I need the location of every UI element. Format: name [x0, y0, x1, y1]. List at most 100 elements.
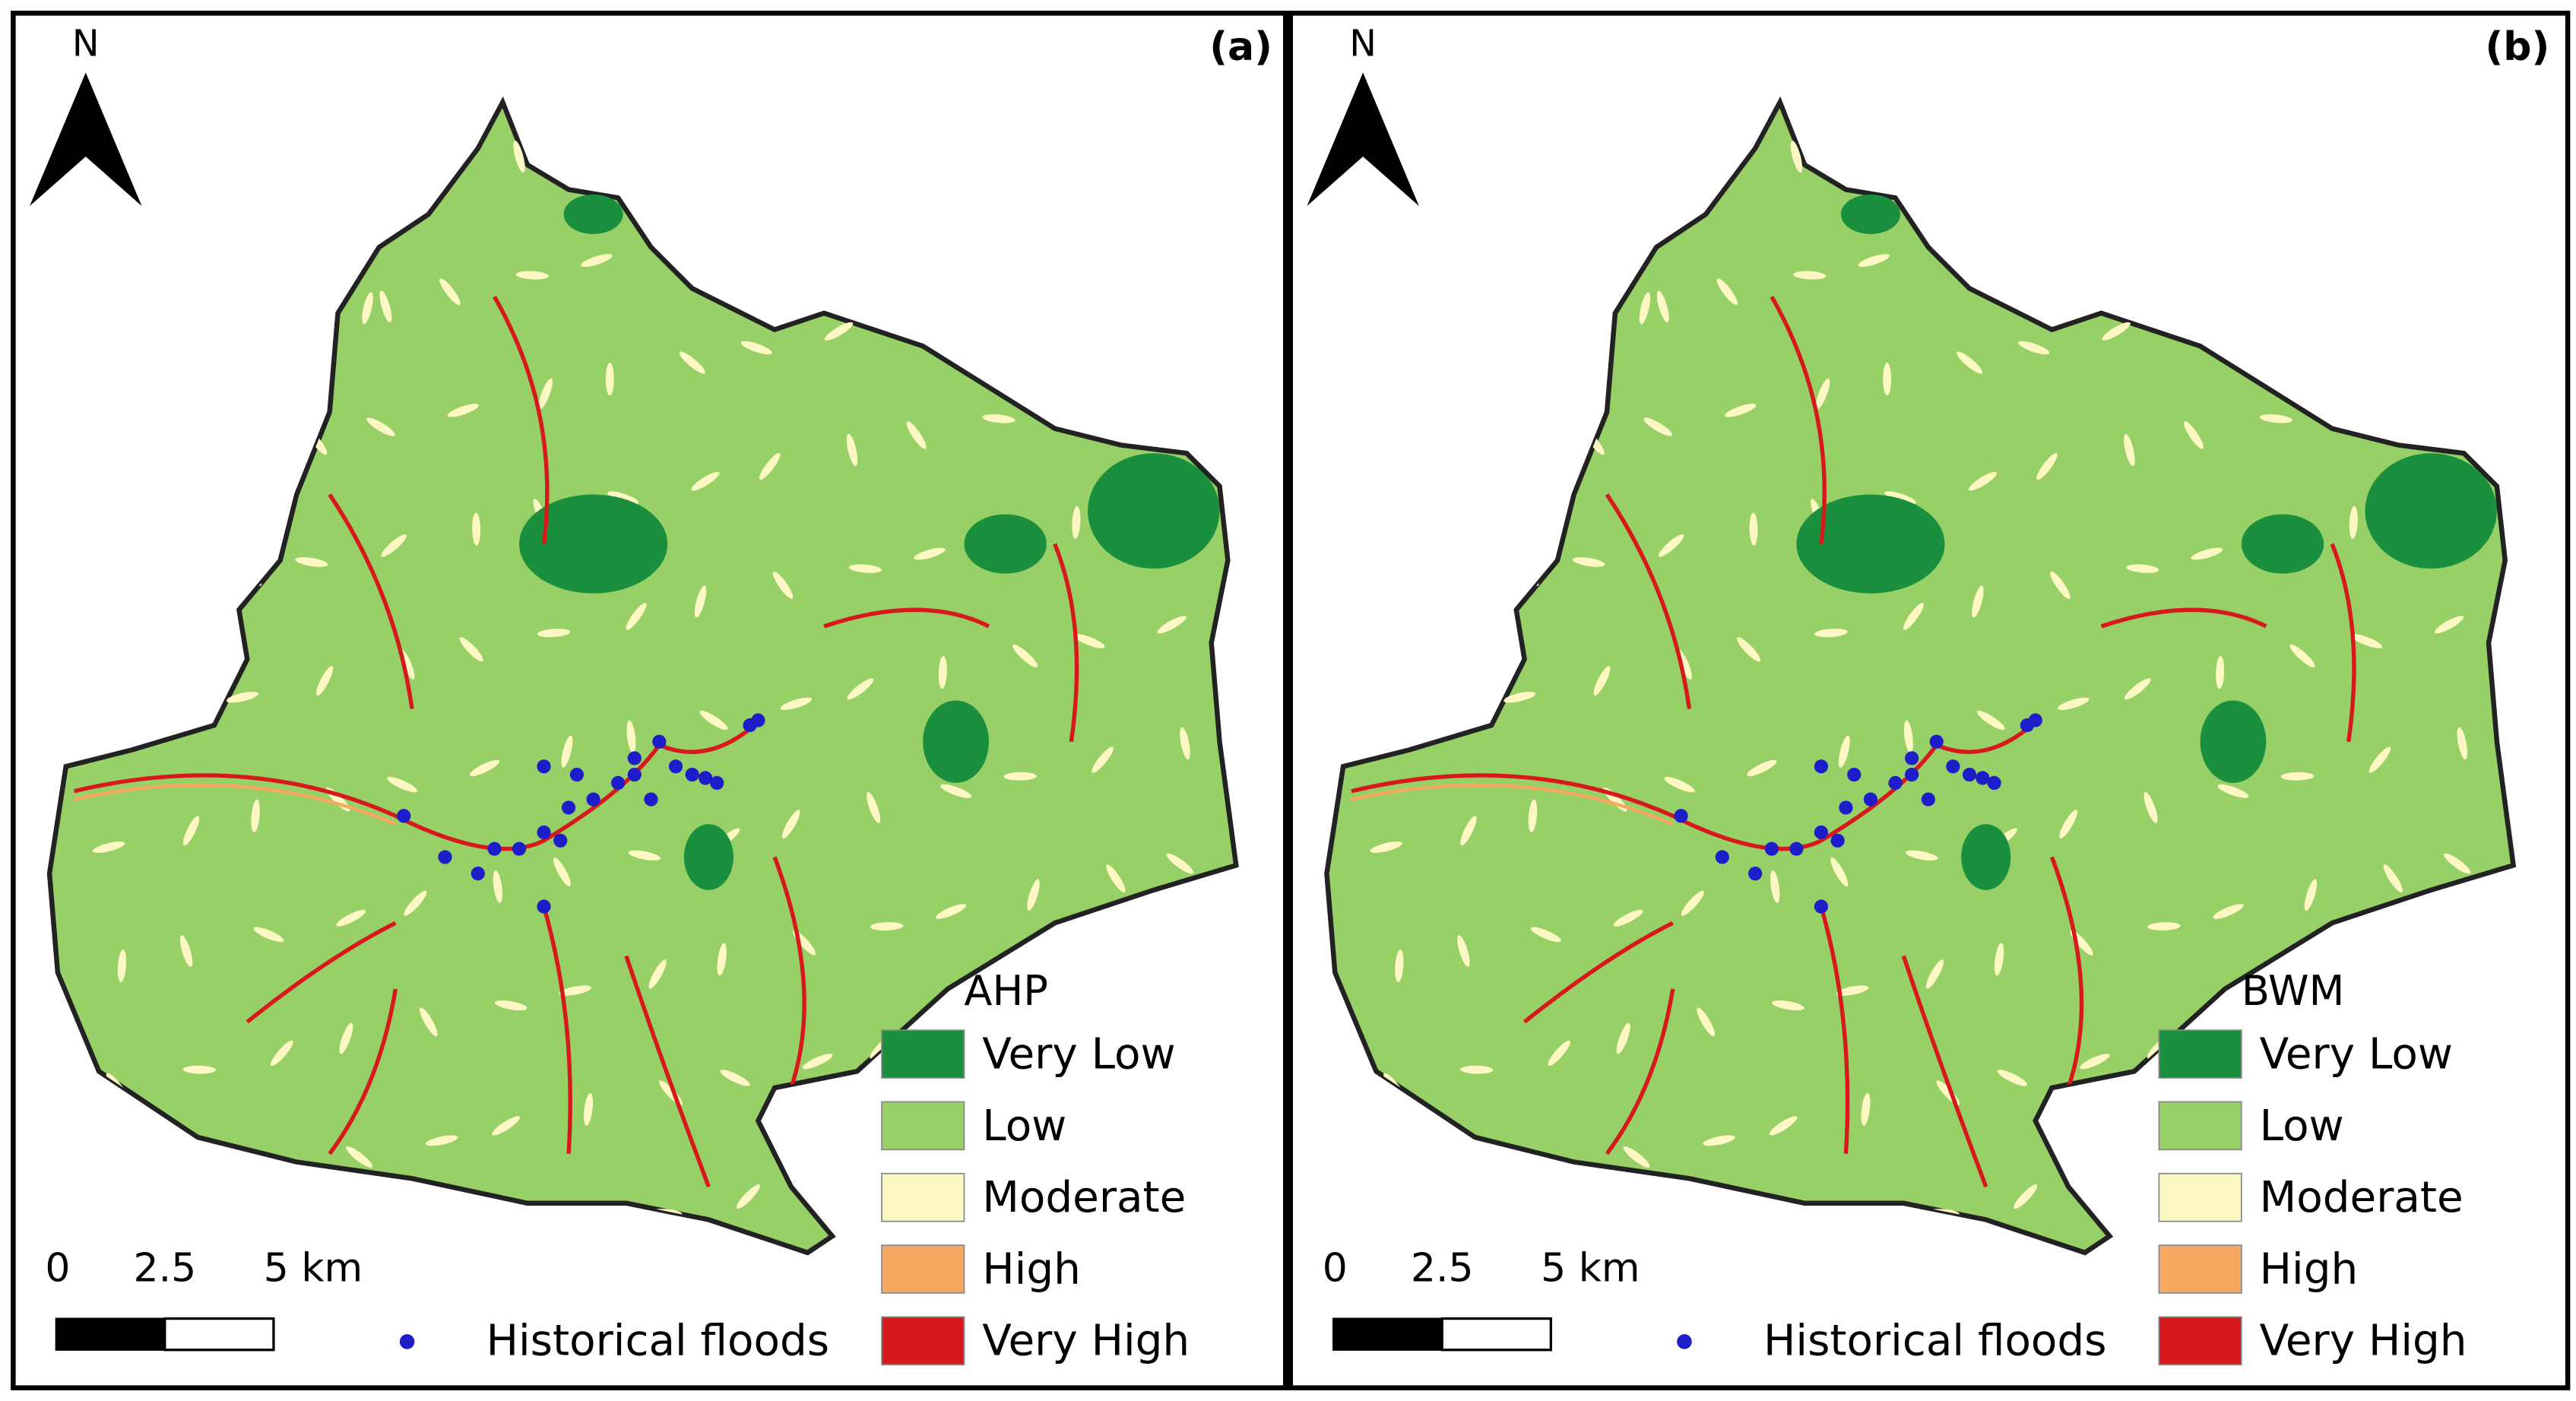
moderate-patch [494, 1000, 528, 1011]
moderate-patch [1457, 935, 1470, 967]
legend-swatch [2158, 1316, 2242, 1366]
moderate-patch [938, 655, 947, 689]
river [493, 295, 550, 544]
flood-point [1814, 825, 1829, 840]
moderate-patch [1460, 816, 1477, 846]
moderate-patch [802, 1054, 833, 1070]
very-low-patch [519, 494, 668, 594]
moderate-patch [2102, 322, 2131, 341]
moderate-patch [1003, 772, 1037, 781]
moderate-patch [740, 341, 772, 355]
moderate-patch [1830, 857, 1849, 887]
moderate-patch [366, 417, 395, 436]
moderate-patch [379, 290, 392, 323]
moderate-patch [1725, 404, 1757, 417]
moderate-patch [1027, 879, 1040, 911]
scale-label: 2.5 [133, 1246, 196, 1292]
moderate-patch [720, 1070, 750, 1086]
moderate-patch [1528, 799, 1538, 832]
moderate-patch [1858, 254, 1890, 268]
moderate-patch [1997, 1070, 2028, 1086]
moderate-patch [699, 710, 728, 731]
moderate-patch [1994, 943, 2004, 976]
flood-point [751, 713, 765, 727]
moderate-patch [848, 564, 882, 573]
moderate-patch [1793, 271, 1827, 280]
moderate-patch [2059, 810, 2077, 839]
flood-point [537, 825, 551, 840]
legend-swatch [881, 1101, 965, 1151]
moderate-patch [346, 1146, 373, 1168]
river [541, 905, 572, 1154]
legend-swatch [2158, 1029, 2242, 1079]
legend-swatch [881, 1172, 965, 1222]
moderate-patch [906, 421, 927, 449]
moderate-patch [1613, 909, 1643, 927]
scale-bar-white [163, 1317, 275, 1352]
legend-label: Very High [982, 1317, 1190, 1366]
moderate-patch [1664, 776, 1695, 793]
moderate-patch [781, 810, 800, 839]
moderate-patch [117, 949, 127, 983]
very-low-patch [1088, 453, 1220, 569]
scale-bar-white [1440, 1317, 1552, 1352]
moderate-patch [2191, 547, 2223, 560]
legend-label: Low [2260, 1101, 2344, 1151]
moderate-patch [316, 666, 334, 696]
river [772, 856, 806, 1089]
very-low-patch [1840, 194, 1900, 234]
moderate-patch [561, 735, 573, 768]
flood-point [1789, 842, 1804, 856]
moderate-patch [1395, 949, 1404, 983]
moderate-patch [607, 491, 639, 505]
flood-point [627, 751, 642, 765]
river [1053, 543, 1079, 743]
moderate-patch [2124, 678, 2151, 700]
moderate-patch [2351, 634, 2382, 648]
moderate-patch [381, 534, 407, 557]
moderate-patch [691, 471, 720, 491]
moderate-patch [2018, 341, 2050, 355]
moderate-patch [584, 1092, 594, 1126]
moderate-patch [1716, 278, 1738, 306]
moderate-patch [1861, 1092, 1871, 1126]
moderate-patch [2147, 922, 2181, 931]
moderate-patch [515, 271, 550, 280]
river [2330, 543, 2356, 743]
basin [1324, 96, 2517, 1256]
moderate-patch [847, 678, 874, 700]
flood-point [1905, 767, 1919, 782]
flood-point [569, 767, 585, 782]
legend-label: High [982, 1244, 1081, 1294]
flood-point [1976, 771, 1990, 785]
moderate-patch [1593, 666, 1611, 696]
moderate-patch [1736, 637, 1761, 662]
moderate-patch [362, 292, 373, 325]
moderate-patch [1548, 1040, 1570, 1067]
moderate-patch [253, 927, 284, 943]
moderate-patch [867, 791, 881, 823]
moderate-patch [2383, 864, 2403, 893]
moderate-patch [2216, 655, 2225, 689]
moderate-patch [553, 857, 571, 887]
river [1605, 493, 1692, 709]
moderate-patch [1747, 759, 1777, 777]
scale-bar-black [55, 1317, 166, 1351]
river [246, 921, 397, 1024]
river-high [1351, 783, 1674, 826]
north-label: N [1349, 24, 1377, 65]
river [2100, 607, 2267, 629]
moderate-patch [1658, 534, 1684, 557]
legend-flood-point [399, 1334, 415, 1349]
flood-point [1764, 842, 1779, 856]
moderate-patch [1572, 557, 1605, 567]
scale-label: 0 [1323, 1246, 1348, 1292]
moderate-patch [736, 1184, 760, 1209]
basin [46, 96, 1239, 1256]
north-arrow [1307, 72, 1419, 207]
scale-label: 2.5 [1411, 1246, 1474, 1292]
moderate-patch [2259, 414, 2292, 423]
legend-swatch [2158, 1101, 2242, 1151]
flood-point [611, 775, 626, 791]
flood-point [438, 850, 452, 864]
